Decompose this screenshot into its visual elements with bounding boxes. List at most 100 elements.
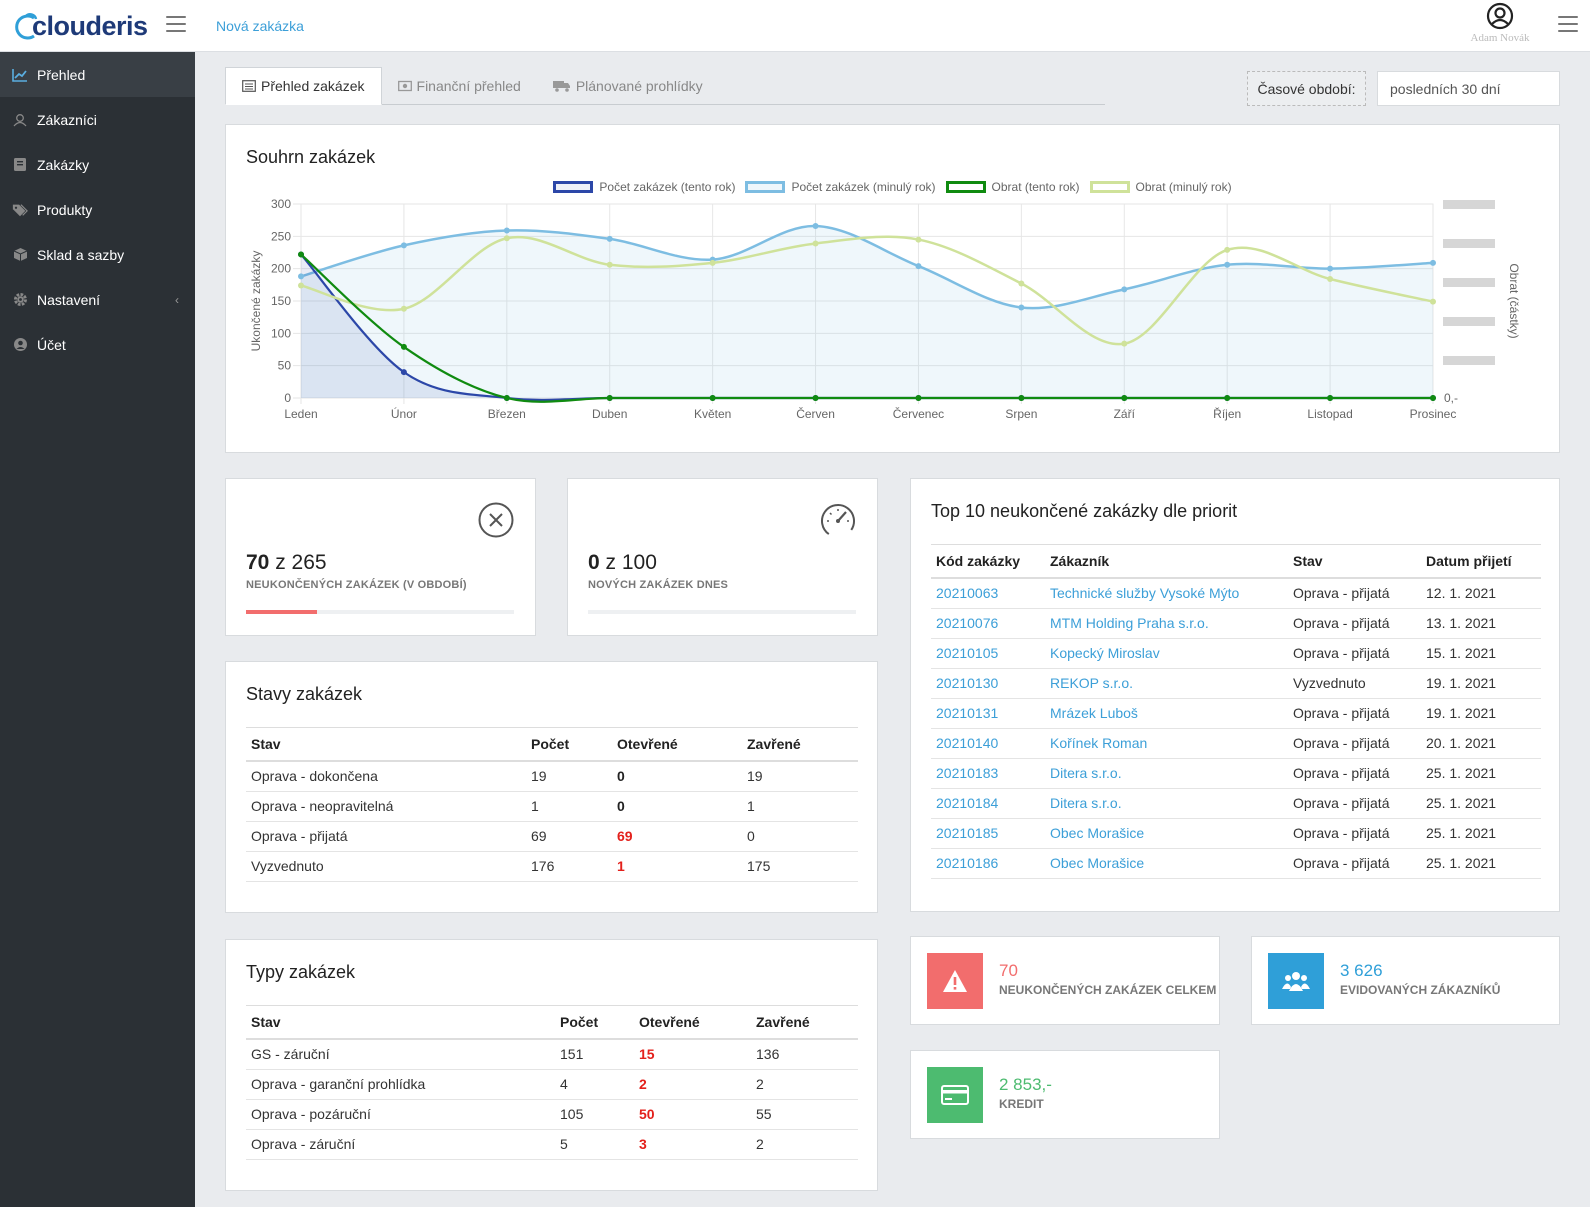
column-header[interactable]: Stav: [246, 727, 526, 762]
table-cell: 25. 1. 2021: [1421, 788, 1541, 819]
legend-item[interactable]: Počet zakázek (minulý rok): [745, 180, 936, 194]
legend-item[interactable]: Obrat (tento rok): [945, 180, 1080, 194]
column-header[interactable]: Stav: [246, 1005, 555, 1040]
table-cell: 19. 1. 2021: [1421, 668, 1541, 699]
table-cell: Oprava - přijatá: [1288, 638, 1421, 669]
column-header[interactable]: Otevřené: [612, 727, 742, 762]
order-code-link[interactable]: 20210063: [936, 585, 999, 602]
period-select[interactable]: [1377, 71, 1560, 106]
table-row[interactable]: 20210130 REKOP s.r.o. Vyzvednuto 19. 1. 202…: [931, 668, 1541, 699]
y-tick-label: 250: [271, 229, 291, 243]
stat-total: z 265: [275, 551, 327, 574]
table-cell: 15. 1. 2021: [1421, 638, 1541, 669]
y2-tick-placeholder: [1443, 200, 1495, 209]
brand-logo[interactable]: clouderis: [12, 8, 148, 44]
table-cell: Oprava - přijatá: [1288, 848, 1421, 879]
column-header[interactable]: Zavřené: [742, 727, 858, 762]
series-line: [300, 235, 1434, 346]
table-cell: 2: [751, 1129, 858, 1160]
chart-legend: Počet zakázek (tento rok) Počet zakázek …: [226, 180, 1559, 194]
table-row: Oprava - přijatá 69 69 0: [246, 821, 858, 852]
customer-link[interactable]: Mrázek Luboš: [1050, 705, 1138, 721]
sidebar-item-nastaveni[interactable]: Nastavení ‹: [0, 277, 195, 322]
table-cell: 15: [634, 1039, 751, 1070]
y-axis-title: Ukončené zakázky: [249, 251, 263, 352]
table-header-row: Stav Počet Otevřené Zavřené: [246, 1005, 858, 1040]
x-tick-label: Prosinec: [1410, 407, 1457, 421]
data-point: [1327, 276, 1334, 283]
tab-prehled-zakazek[interactable]: Přehled zakázek: [225, 67, 382, 105]
customer-link[interactable]: Kopecký Miroslav: [1050, 645, 1160, 661]
sidebar-item-produkty[interactable]: Produkty: [0, 187, 195, 232]
user-menu[interactable]: Adam Novák: [1440, 2, 1560, 44]
customer-link[interactable]: Kořínek Roman: [1050, 735, 1148, 751]
table-row[interactable]: 20210184 Ditera s.r.o. Oprava - přijatá 25.…: [931, 788, 1541, 819]
table-row[interactable]: 20210183 Ditera s.r.o. Oprava - přijatá 25.…: [931, 758, 1541, 789]
sidebar-item-prehled[interactable]: Přehled: [0, 52, 195, 97]
table-row[interactable]: 20210076 MTM Holding Praha s.r.o. Oprava -…: [931, 608, 1541, 639]
table-cell: 151: [555, 1039, 634, 1070]
x-tick-label: Červen: [796, 406, 835, 421]
order-code-link[interactable]: 20210131: [936, 705, 999, 721]
order-code-link[interactable]: 20210105: [936, 645, 999, 661]
table-row[interactable]: 20210105 Kopecký Miroslav Oprava - přijatá…: [931, 638, 1541, 669]
sidebar-item-zakazky[interactable]: Zakázky: [0, 142, 195, 187]
column-header[interactable]: Otevřené: [634, 1005, 751, 1040]
sidebar-item-sklad[interactable]: Sklad a sazby: [0, 232, 195, 277]
y-tick-label: 0: [284, 391, 291, 405]
customer-link[interactable]: Ditera s.r.o.: [1050, 795, 1122, 811]
top10-orders-table: Kód zakázky Zákazník Stav Datum přijetí …: [931, 544, 1541, 879]
table-cell: 25. 1. 2021: [1421, 758, 1541, 789]
table-row[interactable]: 20210186 Obec Morašice Oprava - přijatá 25.…: [931, 848, 1541, 879]
order-code-link[interactable]: 20210183: [936, 765, 999, 781]
data-point: [1018, 304, 1025, 311]
tab-financni-prehled[interactable]: Finanční přehled: [382, 67, 537, 105]
data-point: [503, 395, 510, 401]
legend-item[interactable]: Počet zakázek (tento rok): [553, 180, 735, 194]
chevron-left-icon: ‹: [175, 292, 179, 307]
speedometer-icon: [821, 504, 855, 538]
sidebar-item-label: Sklad a sazby: [37, 246, 125, 263]
column-header[interactable]: Datum přijetí: [1421, 544, 1541, 579]
table-row[interactable]: 20210140 Kořínek Roman Oprava - přijatá 20.…: [931, 728, 1541, 759]
column-header[interactable]: Stav: [1288, 544, 1421, 579]
table-cell: 175: [742, 851, 858, 882]
customer-link[interactable]: Obec Morašice: [1050, 825, 1145, 841]
order-code-link[interactable]: 20210076: [936, 615, 999, 631]
column-header[interactable]: Kód zakázky: [931, 544, 1045, 579]
cloud-logo-icon: [15, 13, 38, 40]
order-code-link[interactable]: 20210130: [936, 675, 999, 691]
table-row: Oprava - pozáruční 105 50 55: [246, 1099, 858, 1130]
data-point: [1121, 395, 1128, 401]
y2-tick-placeholder: [1443, 356, 1495, 365]
stat-value: 70 z 265: [246, 551, 327, 575]
order-code-link[interactable]: 20210140: [936, 735, 999, 751]
table-cell: 2: [634, 1069, 751, 1100]
order-code-link[interactable]: 20210186: [936, 855, 999, 871]
column-header[interactable]: Počet: [526, 727, 612, 762]
table-row[interactable]: 20210131 Mrázek Luboš Oprava - přijatá 19. …: [931, 698, 1541, 729]
customer-link[interactable]: REKOP s.r.o.: [1050, 675, 1133, 691]
legend-label: Obrat (tento rok): [991, 180, 1080, 194]
order-code-link[interactable]: 20210185: [936, 825, 999, 841]
customer-link[interactable]: Ditera s.r.o.: [1050, 765, 1122, 781]
table-row[interactable]: 20210063 Technické služby Vysoké Mýto Opra…: [931, 578, 1541, 609]
customer-link[interactable]: MTM Holding Praha s.r.o.: [1050, 615, 1209, 631]
column-header[interactable]: Zavřené: [751, 1005, 858, 1040]
sidebar-item-zakaznici[interactable]: Zákazníci: [0, 97, 195, 142]
legend-item[interactable]: Obrat (minulý rok): [1089, 180, 1232, 194]
customer-link[interactable]: Obec Morašice: [1050, 855, 1145, 871]
table-cell: 20210140: [931, 728, 1045, 759]
tab-planovane-prohlidky[interactable]: Plánované prohlídky: [537, 67, 719, 105]
menu-icon[interactable]: [1558, 16, 1578, 34]
column-header[interactable]: Zákazník: [1045, 544, 1288, 579]
order-code-link[interactable]: 20210184: [936, 795, 999, 811]
sidebar-item-ucet[interactable]: Účet: [0, 322, 195, 367]
customer-link[interactable]: Technické služby Vysoké Mýto: [1050, 585, 1240, 602]
users-icon: [12, 112, 28, 128]
table-row[interactable]: 20210185 Obec Morašice Oprava - přijatá 25.…: [931, 818, 1541, 849]
new-order-link[interactable]: Nová zakázka: [216, 18, 304, 34]
sidebar-toggle-icon[interactable]: [166, 16, 186, 34]
card-title: Stavy zakázek: [246, 684, 363, 704]
column-header[interactable]: Počet: [555, 1005, 634, 1040]
